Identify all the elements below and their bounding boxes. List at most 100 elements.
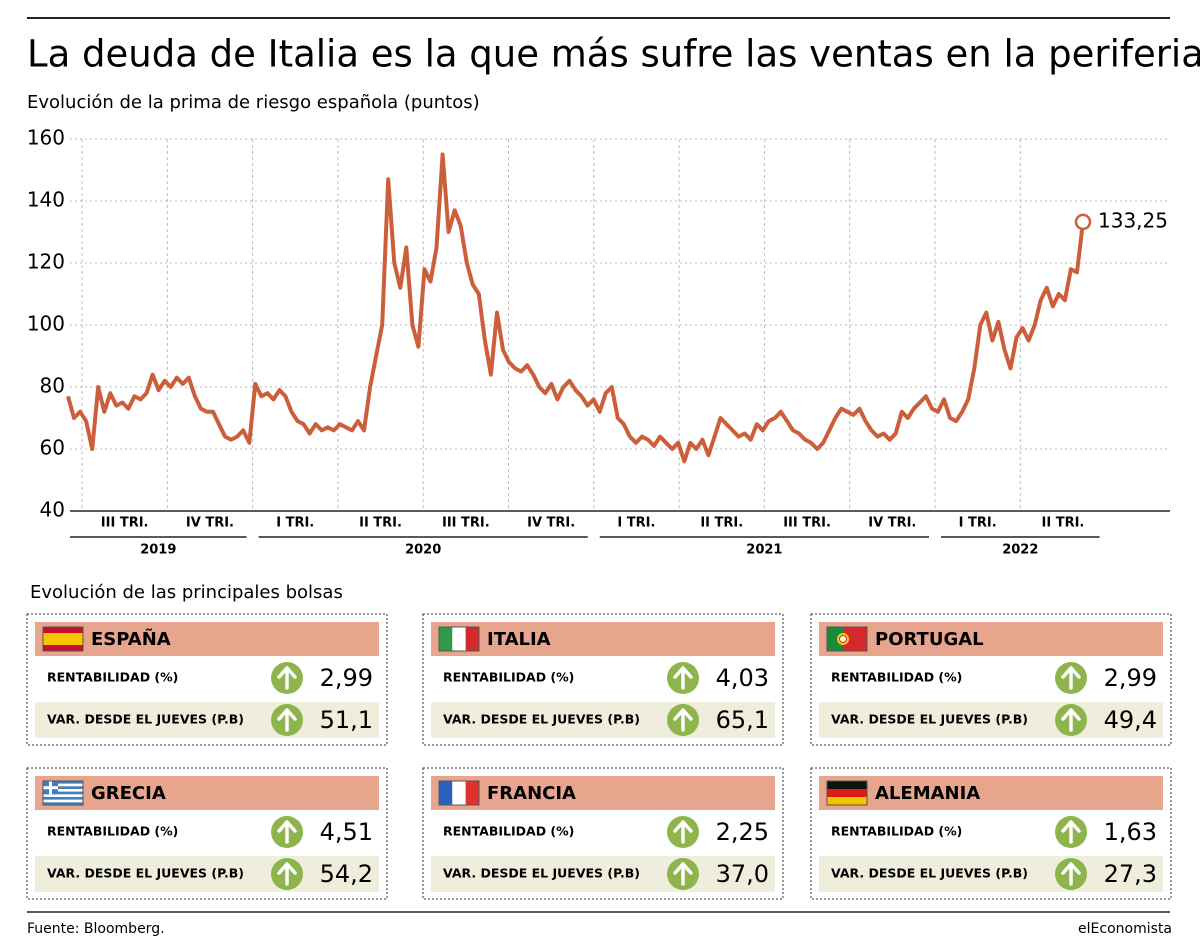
y-tick-label: 160 xyxy=(27,126,65,150)
up-arrow-icon xyxy=(673,862,693,886)
row-value: 4,51 xyxy=(320,818,373,846)
card-header xyxy=(35,622,379,656)
up-arrow-icon xyxy=(1061,708,1081,732)
flag-part xyxy=(43,786,58,790)
card-header xyxy=(431,622,775,656)
flag xyxy=(438,626,480,652)
market-name: PORTUGAL xyxy=(875,629,984,650)
row-value: 4,03 xyxy=(716,664,769,692)
flag-part xyxy=(827,627,843,651)
up-arrow-icon xyxy=(277,708,297,732)
row-label: VAR. DESDE EL JUEVES (P.B) xyxy=(47,712,244,727)
section-title: Evolución de las principales bolsas xyxy=(30,582,343,603)
flag-part xyxy=(826,626,868,652)
y-tick-label: 80 xyxy=(40,374,65,398)
flag xyxy=(826,626,868,652)
flag-part xyxy=(43,786,83,789)
flag-part xyxy=(43,781,83,784)
row-value: 2,99 xyxy=(320,664,373,692)
flag-part xyxy=(826,780,868,806)
market-name: ESPAÑA xyxy=(91,627,171,650)
end-marker xyxy=(1074,213,1092,231)
row-label: RENTABILIDAD (%) xyxy=(831,824,962,839)
source: Fuente: Bloomberg. xyxy=(27,921,165,937)
data-line xyxy=(66,152,1085,464)
flag-part xyxy=(43,789,83,792)
flag-part xyxy=(438,626,480,652)
row-bg xyxy=(35,702,379,738)
y-tick-label: 120 xyxy=(27,250,65,274)
chart-title: La deuda de Italia es la que más sufre l… xyxy=(27,33,1200,76)
card-border xyxy=(26,613,388,746)
flag-part xyxy=(43,783,83,787)
brand: elEconomista xyxy=(1078,921,1172,937)
up-arrow-icon xyxy=(1061,666,1081,690)
flag-part xyxy=(465,627,479,651)
up-arrow-icon xyxy=(277,820,297,844)
up-arrow-icon xyxy=(673,666,693,690)
card-border xyxy=(810,767,1172,900)
flag-part xyxy=(43,799,83,803)
x-tick-label: II TRI. xyxy=(1042,516,1085,531)
flag-part xyxy=(452,781,466,805)
card-header xyxy=(431,776,775,810)
flag-part xyxy=(465,781,479,805)
card-border xyxy=(422,613,784,746)
flag-part xyxy=(439,627,453,651)
up-arrow-icon xyxy=(1061,820,1081,844)
flag-part xyxy=(43,797,83,800)
up-arrow-icon xyxy=(277,862,297,886)
x-tick-label: IV TRI. xyxy=(527,516,575,531)
y-tick-label: 60 xyxy=(40,436,65,460)
row-label: RENTABILIDAD (%) xyxy=(443,824,574,839)
row-bg xyxy=(35,856,379,892)
row-bg xyxy=(819,702,1163,738)
flag-part xyxy=(452,627,466,651)
y-tick-label: 140 xyxy=(27,188,65,212)
chart-subtitle: Evolución de la prima de riesgo española… xyxy=(27,92,480,113)
row-bg xyxy=(819,856,1163,892)
row-value: 54,2 xyxy=(320,860,373,888)
flag-part xyxy=(438,780,480,806)
year-label: 2021 xyxy=(746,543,782,558)
flag-part xyxy=(42,626,84,652)
flag xyxy=(438,780,480,806)
flag xyxy=(826,780,868,806)
up-arrow-icon xyxy=(673,820,693,844)
card-border xyxy=(422,767,784,900)
row-value: 51,1 xyxy=(320,706,373,734)
flag-part xyxy=(439,781,453,805)
x-tick-label: II TRI. xyxy=(700,516,743,531)
flag-part xyxy=(839,635,847,643)
row-label: RENTABILIDAD (%) xyxy=(47,824,178,839)
row-value: 65,1 xyxy=(716,706,769,734)
flag-part xyxy=(827,789,867,797)
market-name: ITALIA xyxy=(487,629,551,650)
x-tick-label: III TRI. xyxy=(442,516,490,531)
row-label: RENTABILIDAD (%) xyxy=(47,670,178,685)
row-label: VAR. DESDE EL JUEVES (P.B) xyxy=(831,712,1028,727)
y-tick-label: 100 xyxy=(27,312,65,336)
row-label: VAR. DESDE EL JUEVES (P.B) xyxy=(47,866,244,881)
flag xyxy=(42,626,84,652)
x-tick-label: I TRI. xyxy=(276,516,314,531)
row-bg xyxy=(431,702,775,738)
row-value: 1,63 xyxy=(1104,818,1157,846)
row-value: 2,99 xyxy=(1104,664,1157,692)
up-arrow-icon xyxy=(277,666,297,690)
end-label: 133,25 xyxy=(1098,208,1168,232)
card-border xyxy=(26,767,388,900)
row-value: 2,25 xyxy=(716,818,769,846)
x-tick-label: IV TRI. xyxy=(868,516,916,531)
flag-part xyxy=(43,794,83,797)
market-name: ALEMANIA xyxy=(875,783,980,804)
x-tick-label: III TRI. xyxy=(101,516,149,531)
flag-part xyxy=(43,633,83,645)
row-bg xyxy=(431,856,775,892)
x-tick-label: I TRI. xyxy=(959,516,997,531)
x-tick-label: III TRI. xyxy=(783,516,831,531)
year-label: 2022 xyxy=(1002,543,1038,558)
row-value: 49,4 xyxy=(1104,706,1157,734)
market-name: FRANCIA xyxy=(487,783,576,804)
